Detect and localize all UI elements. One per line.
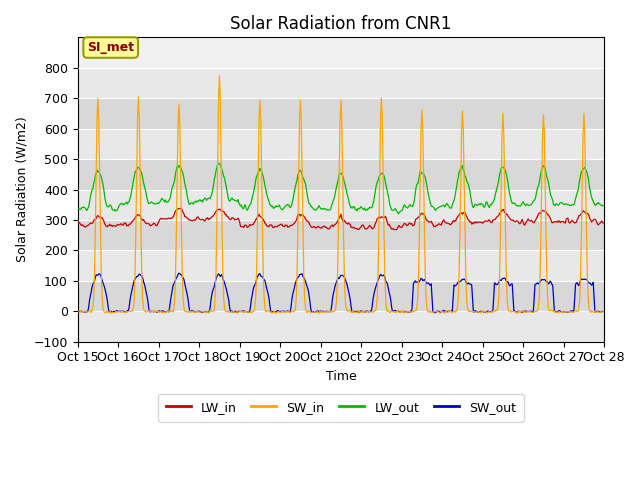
SW_out <box>285 309 293 315</box>
LW_out <box>394 211 402 217</box>
LW_out <box>102 199 109 204</box>
Bar <box>77 190 604 220</box>
LW_out <box>600 203 607 209</box>
Line: SW_out: SW_out <box>77 273 604 312</box>
LW_in <box>102 222 109 228</box>
Line: LW_out: LW_out <box>77 163 604 214</box>
Title: Solar Radiation from CNR1: Solar Radiation from CNR1 <box>230 15 452 33</box>
SW_out <box>238 308 246 314</box>
SW_out <box>431 310 438 315</box>
SW_out <box>572 282 579 288</box>
Bar <box>77 68 604 98</box>
SW_in <box>513 311 521 316</box>
LW_in <box>329 222 337 228</box>
LW_in <box>572 220 579 226</box>
LW_in <box>285 224 293 229</box>
Bar <box>77 159 604 190</box>
SW_out <box>600 309 607 314</box>
Bar <box>77 281 604 311</box>
SW_in <box>74 309 81 315</box>
Bar <box>77 311 604 342</box>
LW_in <box>600 220 607 226</box>
SW_in <box>600 309 607 314</box>
LW_out <box>285 204 293 209</box>
LW_in <box>74 222 81 228</box>
SW_in <box>102 310 109 315</box>
LW_out <box>259 174 267 180</box>
SW_in <box>216 73 223 79</box>
Bar <box>77 129 604 159</box>
LW_out <box>572 196 579 202</box>
SW_in <box>329 309 337 314</box>
Line: LW_in: LW_in <box>77 208 604 230</box>
Bar <box>77 220 604 251</box>
SW_in <box>238 309 246 314</box>
Bar <box>77 251 604 281</box>
SW_in <box>285 310 293 315</box>
LW_out <box>74 205 81 211</box>
Y-axis label: Solar Radiation (W/m2): Solar Radiation (W/m2) <box>15 117 28 263</box>
LW_in <box>259 216 267 222</box>
SW_out <box>175 270 183 276</box>
LW_out <box>215 160 223 166</box>
SW_in <box>259 271 267 277</box>
Line: SW_in: SW_in <box>77 76 604 313</box>
Text: SI_met: SI_met <box>87 41 134 54</box>
SW_out <box>259 276 267 281</box>
X-axis label: Time: Time <box>326 370 356 383</box>
SW_out <box>329 296 337 301</box>
LW_out <box>329 200 337 206</box>
SW_in <box>572 308 579 313</box>
Bar <box>77 98 604 129</box>
LW_in <box>176 205 184 211</box>
SW_out <box>74 309 81 314</box>
LW_in <box>238 224 246 230</box>
SW_out <box>102 288 109 294</box>
Legend: LW_in, SW_in, LW_out, SW_out: LW_in, SW_in, LW_out, SW_out <box>158 394 524 421</box>
LW_in <box>392 227 399 233</box>
LW_out <box>238 204 246 210</box>
